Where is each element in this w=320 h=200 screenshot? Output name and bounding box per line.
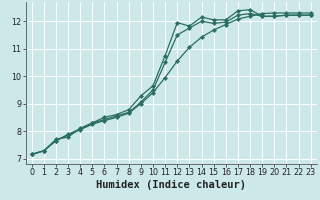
X-axis label: Humidex (Indice chaleur): Humidex (Indice chaleur): [96, 180, 246, 190]
